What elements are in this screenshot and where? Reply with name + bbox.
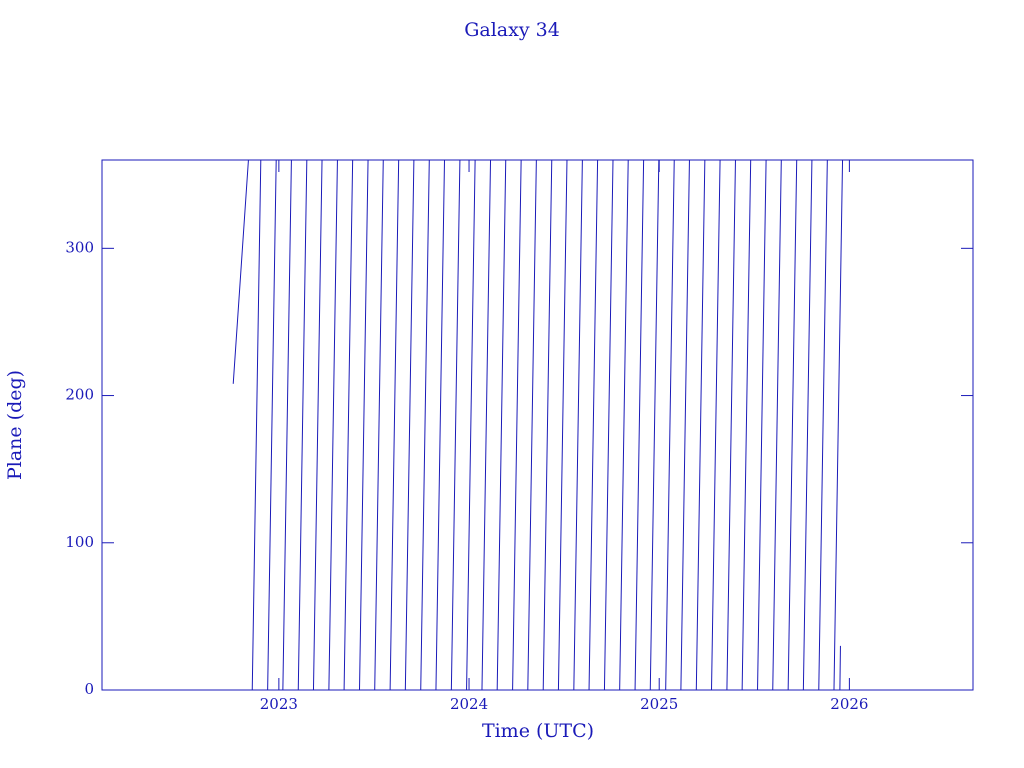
x-tick-label: 2026 (830, 695, 868, 713)
x-axis-label: Time (UTC) (482, 720, 594, 742)
x-tick-label: 2025 (640, 695, 678, 713)
data-line (232, 160, 844, 690)
x-tick-label: 2024 (450, 695, 488, 713)
y-tick-label: 300 (65, 238, 94, 256)
y-tick-label: 0 (84, 680, 94, 698)
chart-title: Galaxy 34 (464, 19, 560, 41)
x-tick-label: 2023 (260, 695, 298, 713)
y-axis-label: Plane (deg) (4, 370, 26, 480)
y-tick-label: 100 (65, 533, 94, 551)
y-tick-label: 200 (65, 386, 94, 404)
plot-frame (101, 159, 974, 691)
